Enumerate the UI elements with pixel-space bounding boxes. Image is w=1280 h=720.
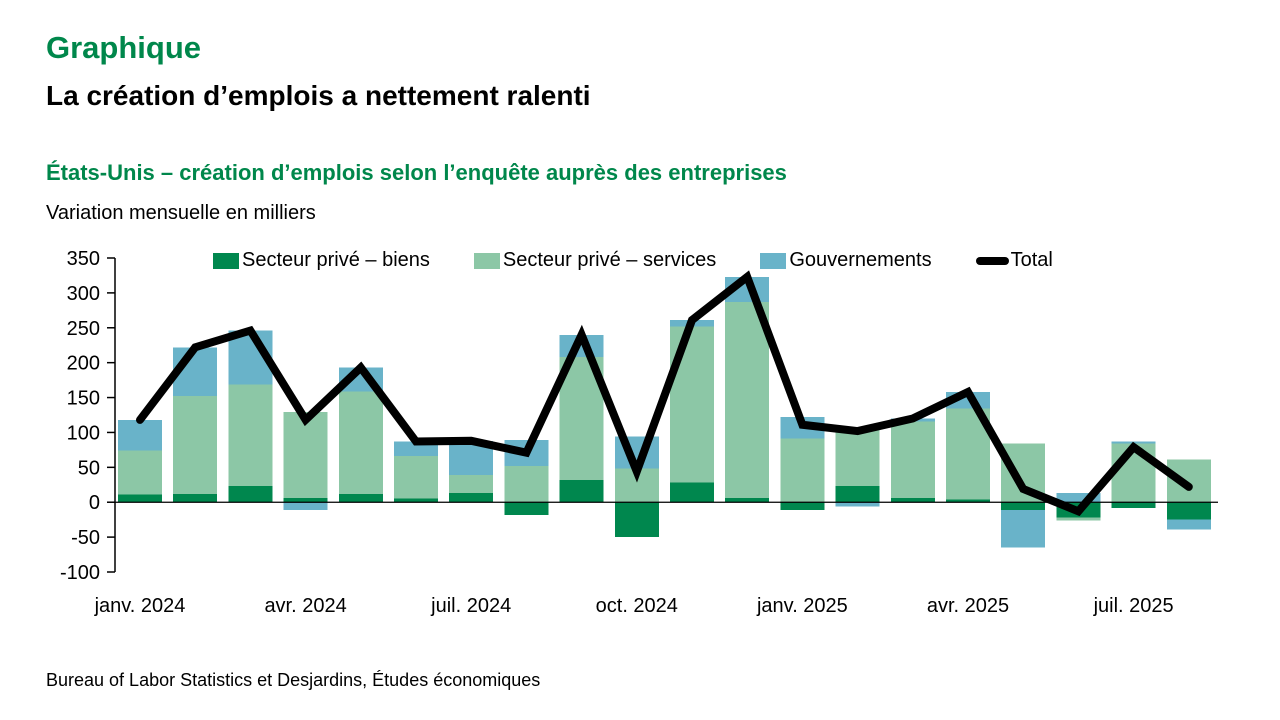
legend-swatch-services-icon (473, 252, 500, 269)
total-line (136, 270, 1193, 517)
legend-item-services: Secteur privé – services (473, 249, 717, 272)
bar-segment-government-août 2025 (1166, 519, 1211, 530)
legend-label-goods: Secteur privé – biens (242, 249, 430, 271)
bar-segment-services-déc. 2024 (725, 301, 770, 499)
bar-segment-goods-déc. 2024 (725, 498, 770, 503)
bar-segment-services-févr. 2024 (173, 396, 218, 494)
bar-segment-goods-avr. 2025 (946, 499, 990, 503)
bar-segment-services-juil. 2024 (449, 475, 494, 494)
legend-label-government: Gouvernements (789, 249, 932, 271)
y-tick-label: 200 (67, 353, 100, 375)
bar-segment-goods-janv. 2024 (118, 494, 162, 503)
x-tick-label: avr. 2024 (264, 595, 346, 617)
y-tick-label: 250 (67, 318, 100, 340)
bar-segment-goods-oct. 2024 (614, 502, 659, 538)
axis-units-label: Variation mensuelle en milliers (46, 202, 316, 224)
bar-segment-services-août 2025 (1166, 459, 1211, 503)
bar-segment-services-mars 2025 (890, 421, 935, 499)
x-tick-label: janv. 2024 (94, 595, 186, 617)
bar-segment-services-mars 2024 (228, 384, 273, 487)
bar-segment-services-août 2024 (504, 465, 549, 503)
legend-total-line-icon (975, 256, 1009, 265)
bar-segment-government-juin 2025 (1056, 493, 1101, 503)
bar-segment-services-juin 2024 (394, 456, 438, 499)
x-tick-label: avr. 2025 (927, 595, 1009, 617)
bar-segment-government-janv. 2024 (118, 419, 162, 451)
bar-segment-government-avr. 2024 (283, 502, 328, 510)
bar-segment-services-janv. 2025 (780, 438, 825, 503)
x-tick-label: janv. 2025 (756, 595, 848, 617)
bar-segment-services-févr. 2025 (835, 426, 880, 487)
bar-segment-goods-avr. 2024 (283, 498, 328, 503)
bar-segment-goods-mai 2024 (338, 493, 383, 503)
x-tick-label: oct. 2024 (596, 595, 678, 617)
bar-segment-goods-juin 2024 (394, 498, 438, 503)
bar-segment-goods-févr. 2024 (173, 493, 218, 503)
bar-segment-services-juin 2025 (1056, 517, 1101, 521)
bar-segment-goods-janv. 2025 (780, 502, 825, 510)
bar-segment-services-nov. 2024 (670, 326, 714, 483)
y-tick-label: 350 (67, 248, 100, 270)
source-note: Bureau of Labor Statistics et Desjardins… (46, 670, 541, 690)
bar-segment-goods-août 2025 (1166, 502, 1211, 520)
legend-swatch-goods-icon (213, 252, 239, 269)
legend-label-services: Secteur privé – services (502, 249, 717, 271)
chart-subtitle: États-Unis – création d’emplois selon l’… (46, 160, 787, 185)
bar-segment-goods-nov. 2024 (670, 482, 714, 503)
legend-item-total: Total (975, 249, 1053, 272)
bar-segment-goods-févr. 2025 (835, 486, 880, 503)
y-tick-label: 50 (78, 457, 100, 479)
legend-swatch-government-icon (760, 252, 787, 269)
bar-segment-goods-mars 2025 (890, 498, 935, 503)
y-tick-label: 100 (67, 422, 100, 444)
chart-legend: Secteur privé – biens Secteur privé – se… (213, 249, 1053, 272)
legend-item-goods: Secteur privé – biens (213, 249, 430, 272)
y-tick-label: 300 (67, 283, 100, 305)
y-tick-label: -50 (71, 527, 100, 549)
bar-segment-government-mai 2025 (1001, 509, 1046, 548)
x-tick-label: juil. 2025 (1093, 595, 1174, 617)
chart-kicker: Graphique (46, 30, 202, 65)
legend-item-government: Gouvernements (760, 249, 932, 272)
bar-segment-goods-mars 2024 (228, 486, 273, 503)
y-tick-label: 0 (89, 492, 100, 514)
employment-bar-chart: 350 300 250 200 150 100 50 0 -50 -100 janv. 2024 av… (60, 248, 1218, 617)
bar-segment-goods-sept. 2024 (559, 479, 604, 503)
y-tick-label: -100 (60, 562, 100, 584)
bar-segment-services-mai 2024 (338, 391, 383, 494)
bar-segment-services-janv. 2024 (118, 450, 162, 495)
page-title: La création d’emplois a nettement ralent… (46, 80, 591, 111)
bar-segment-government-févr. 2025 (835, 502, 880, 507)
bar-segment-goods-juil. 2024 (449, 493, 494, 503)
y-tick-label: 150 (67, 388, 100, 410)
bar-segment-goods-mai 2025 (1001, 502, 1046, 510)
bar-segment-goods-juil. 2025 (1111, 502, 1156, 508)
bar-segment-goods-août 2024 (504, 502, 549, 515)
bar-segment-services-avr. 2024 (283, 412, 328, 499)
x-tick-label: juil. 2024 (430, 595, 511, 617)
legend-label-total: Total (1010, 249, 1053, 271)
